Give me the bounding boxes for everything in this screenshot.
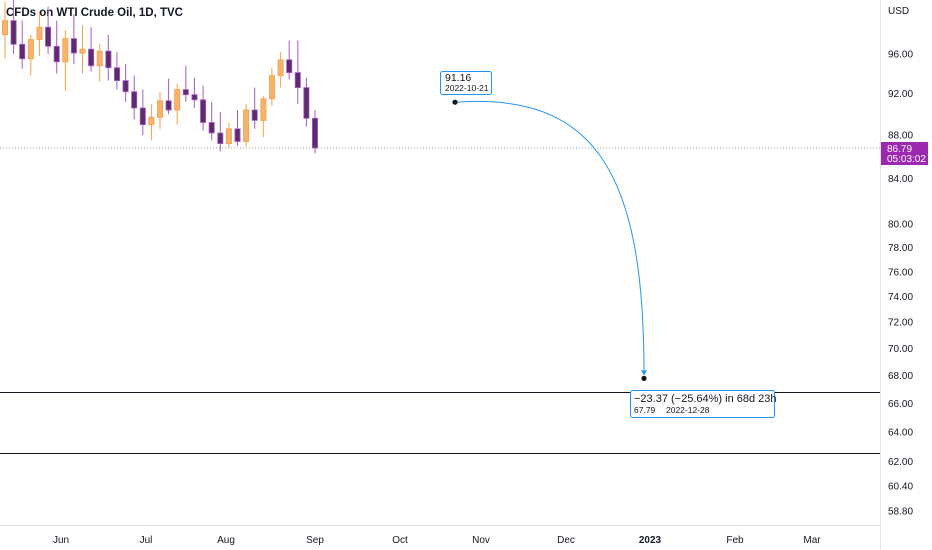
time-tick-label: Aug [217, 535, 235, 546]
start-callout-date: 2022-10-21 [445, 83, 489, 93]
candle-body [251, 109, 258, 121]
candle-body [260, 98, 267, 121]
start-callout[interactable]: 91.16 2022-10-21 [440, 71, 492, 95]
candle-body [96, 50, 103, 67]
candle-body [191, 94, 198, 101]
candle-body [45, 26, 52, 47]
time-tick-label: Feb [726, 535, 744, 546]
price-tick-label: 88.00 [888, 131, 913, 142]
price-tick-label: 62.00 [888, 457, 913, 468]
candle-body [165, 100, 172, 111]
price-tick-label: 64.00 [888, 428, 913, 439]
candle-body [88, 48, 95, 67]
candle-body [114, 67, 121, 81]
current-price-tag: 86.79 05:03:02 [881, 142, 928, 165]
candle-body [225, 128, 232, 145]
time-tick-label: Oct [392, 535, 408, 546]
price-tick-label: 68.00 [888, 371, 913, 382]
price-tick-label: 96.00 [888, 50, 913, 61]
candle-body [62, 38, 69, 63]
candle-body [79, 48, 86, 54]
target-callout-price: 67.79 [634, 405, 656, 415]
time-tick-label: 2023 [639, 535, 662, 546]
time-tick-label: Sep [306, 535, 324, 546]
candle-body [19, 43, 26, 60]
price-tick-label: 72.00 [888, 318, 913, 329]
candle-body [277, 59, 284, 76]
price-tick-label: 74.00 [888, 292, 913, 303]
candles [2, 0, 318, 154]
candle-body [268, 75, 275, 100]
time-axis[interactable]: Jun Jul Aug Sep Oct Nov Dec 2023 Feb Mar [53, 535, 821, 546]
candle-body [27, 39, 34, 60]
projection-arrowhead [641, 370, 647, 376]
target-callout[interactable]: −23.37 (−25.64%) in 68d 23h 67.79 2022-1… [630, 390, 777, 418]
candle-body [182, 89, 189, 96]
candle-body [148, 116, 155, 126]
target-callout-change: −23.37 (−25.64%) in 68d 23h [634, 393, 777, 405]
start-point-marker[interactable] [452, 99, 458, 105]
time-tick-label: Nov [472, 535, 490, 546]
price-tick-label: 70.00 [888, 344, 913, 355]
currency-label: USD [888, 6, 909, 17]
candle-body [131, 91, 138, 109]
candle-body [294, 72, 301, 88]
price-tick-label: 80.00 [888, 220, 913, 231]
price-tick-label: 60.40 [888, 482, 913, 493]
candle-body [156, 100, 163, 118]
candle-body [311, 117, 318, 149]
candle-body [122, 80, 129, 93]
projection-arc[interactable] [454, 100, 645, 373]
current-price-value: 86.79 [887, 144, 912, 155]
candle-body [286, 59, 293, 73]
time-tick-label: Jun [53, 535, 69, 546]
price-tick-label: 84.00 [888, 174, 913, 185]
current-price-countdown: 05:03:02 [887, 154, 926, 165]
candle-body [36, 26, 43, 40]
candle-body [217, 132, 224, 145]
time-tick-label: Jul [140, 535, 153, 546]
target-callout-date: 2022-12-28 [666, 405, 710, 415]
candle-body [2, 20, 8, 36]
chart-title: CFDs on WTI Crude Oil, 1D, TVC [6, 7, 183, 19]
price-tick-label: 76.00 [888, 267, 913, 278]
price-tick-label: 78.00 [888, 243, 913, 254]
candle-body [53, 45, 60, 63]
price-axis[interactable]: 96.00 92.00 88.00 84.00 80.00 78.00 76.00 74.00… [888, 50, 913, 518]
price-tick-label: 92.00 [888, 89, 913, 100]
candle-body [10, 20, 17, 45]
candle-body [105, 50, 112, 69]
candle-body [234, 128, 241, 142]
candle-body [70, 38, 77, 54]
time-tick-label: Dec [557, 535, 575, 546]
time-tick-label: Mar [803, 535, 821, 546]
target-point-marker[interactable] [641, 375, 647, 381]
start-callout-price: 91.16 [445, 72, 471, 84]
candle-body [174, 89, 181, 111]
candle-body [200, 99, 207, 123]
price-tick-label: 66.00 [888, 399, 913, 410]
candle-body [139, 107, 146, 126]
candle-body [208, 122, 215, 134]
price-tick-label: 58.80 [888, 507, 913, 518]
candle-body [303, 87, 310, 119]
candle-body [243, 109, 250, 142]
